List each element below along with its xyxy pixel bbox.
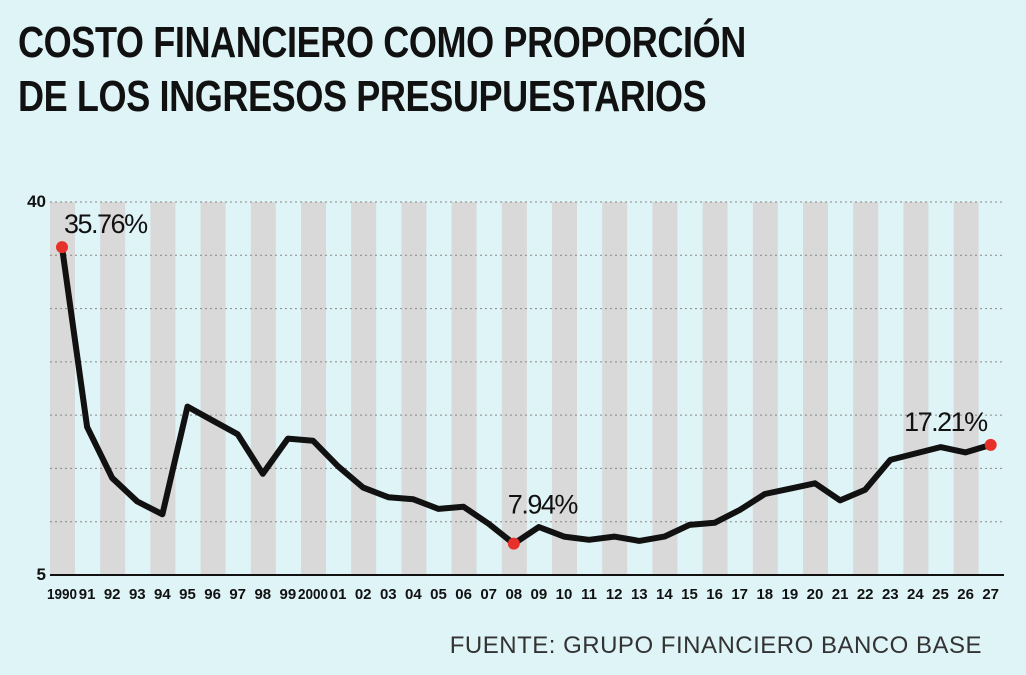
chart-title: COSTO FINANCIERO COMO PROPORCIÓN DE LOS … (18, 16, 746, 124)
stripe-98 (250, 202, 276, 575)
x-tick-15: 15 (681, 586, 698, 603)
stripe-96 (200, 202, 226, 575)
x-tick-09: 09 (531, 586, 548, 603)
x-tick-23: 23 (882, 586, 899, 603)
x-tick-95: 95 (179, 586, 196, 603)
highlight-markers (56, 241, 997, 550)
y-tick-40: 40 (27, 192, 46, 211)
x-tick-17: 17 (731, 586, 748, 603)
stripe-06 (451, 202, 477, 575)
x-tick-99: 99 (280, 586, 297, 603)
x-tick-18: 18 (756, 586, 773, 603)
x-tick-labels: 1990 91 92 93 94 95 96 97 98 99 2000 01 02 03 04 05 06 07… (47, 586, 999, 603)
x-tick-97: 97 (229, 586, 246, 603)
x-tick-03: 03 (380, 586, 397, 603)
x-tick-11: 11 (581, 586, 597, 603)
x-tick-96: 96 (204, 586, 221, 603)
stripe-16 (702, 202, 728, 575)
stripe-26 (953, 202, 979, 575)
stripe-22 (853, 202, 879, 575)
x-tick-13: 13 (631, 586, 648, 603)
x-tick-21: 21 (832, 586, 849, 603)
stripe-20 (803, 202, 828, 575)
stripe-18 (752, 202, 778, 575)
data-labels: 35.76% 7.94% 17.21% (64, 209, 990, 520)
x-tick-08: 08 (505, 586, 522, 603)
x-tick-22: 22 (857, 586, 874, 603)
x-tick-02: 02 (355, 586, 372, 603)
x-tick-27: 27 (982, 586, 999, 603)
stripe-92 (100, 202, 126, 575)
title-line-1: COSTO FINANCIERO COMO PROPORCIÓN (18, 18, 746, 67)
marker-1990 (56, 241, 68, 254)
x-tick-94: 94 (154, 586, 171, 603)
x-tick-05: 05 (430, 586, 447, 603)
source-note: FUENTE: GRUPO FINANCIERO BANCO BASE (449, 632, 982, 659)
x-tick-04: 04 (405, 586, 422, 603)
x-tick-24: 24 (907, 586, 924, 603)
x-tick-16: 16 (706, 586, 723, 603)
series-line (59, 244, 994, 547)
x-tick-01: 01 (330, 586, 347, 603)
x-tick-25: 25 (932, 586, 949, 603)
y-tick-5: 5 (37, 565, 46, 584)
x-tick-93: 93 (129, 586, 146, 603)
x-tick-06: 06 (455, 586, 472, 603)
x-tick-92: 92 (104, 586, 121, 603)
stripe-2000 (301, 202, 326, 575)
x-tick-26: 26 (957, 586, 974, 603)
x-tick-98: 98 (254, 586, 271, 603)
stripe-24 (903, 202, 929, 575)
title-line-2: DE LOS INGRESOS PRESUPUESTARIOS (18, 72, 707, 121)
stripe-94 (150, 202, 176, 575)
data-label-27: 17.21% (904, 407, 988, 437)
data-label-1990: 35.76% (64, 209, 148, 239)
x-tick-91: 91 (79, 586, 96, 603)
marker-08 (507, 537, 520, 550)
x-tick-2000: 2000 (298, 586, 328, 603)
marker-27 (984, 438, 997, 451)
x-tick-20: 20 (807, 586, 824, 603)
data-label-08: 7.94% (508, 490, 579, 520)
x-tick-12: 12 (606, 586, 623, 603)
stripe-12 (602, 202, 628, 575)
stripe-14 (652, 202, 678, 575)
x-tick-1990: 1990 (47, 586, 77, 603)
stripe-10 (552, 202, 577, 575)
x-tick-19: 19 (782, 586, 799, 603)
stripe-02 (351, 202, 377, 575)
x-tick-14: 14 (656, 586, 673, 603)
stripe-08 (501, 202, 527, 575)
gridlines (50, 201, 1004, 523)
stripe-04 (401, 202, 427, 575)
x-tick-10: 10 (556, 586, 573, 603)
x-tick-07: 07 (480, 586, 497, 603)
y-tick-labels: 5 40 (27, 192, 46, 584)
